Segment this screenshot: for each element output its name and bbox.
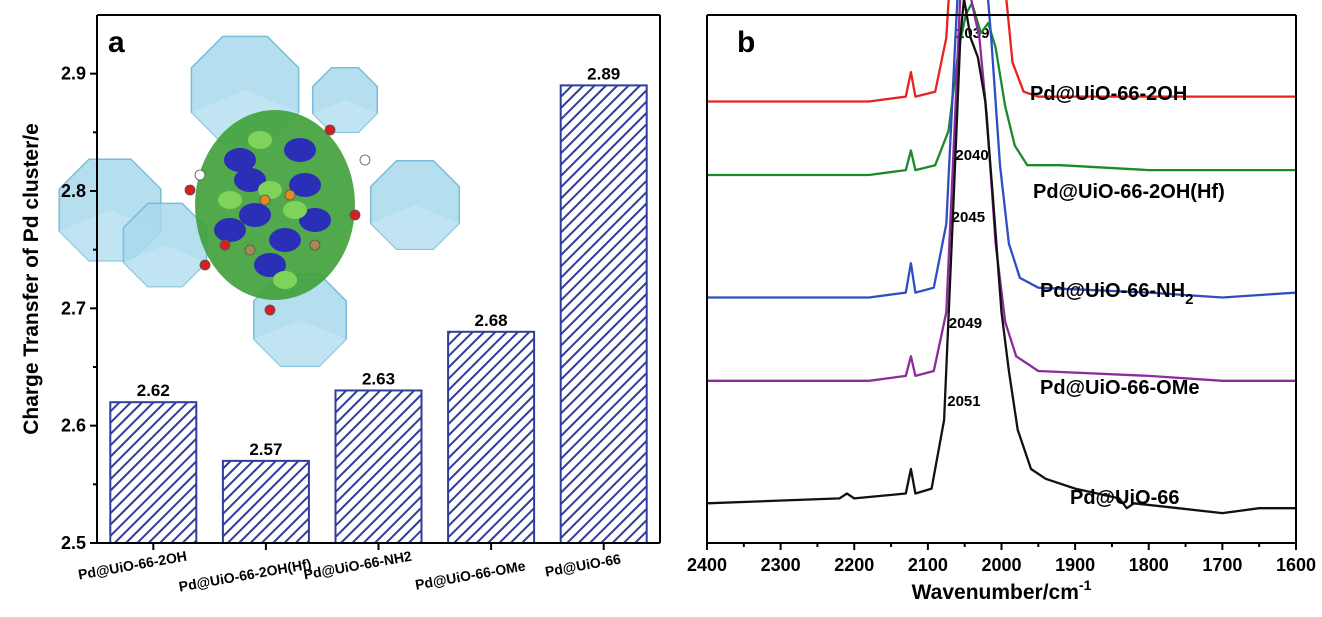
bar-pd-uio-66-nh2	[334, 389, 423, 545]
bar-value-label: 2.63	[362, 369, 395, 388]
spectrum-pd-uio-66	[706, 0, 1296, 515]
inset-atom	[219, 239, 231, 251]
inset-atom	[349, 209, 361, 221]
x-tick-label: 1700	[1202, 555, 1242, 575]
y-tick-label: 2.8	[61, 181, 86, 201]
x-tick-label-pd-uio-66-ome: Pd@UiO-66-OMe	[414, 557, 527, 592]
bar-value-label: 2.62	[137, 381, 170, 400]
inset-polyhedron-face	[253, 320, 347, 367]
panel-b-x-axis-title: Wavenumber/cm-1	[912, 577, 1092, 604]
inset-structure-image	[58, 35, 461, 367]
peak-label-2045: 2045	[952, 209, 985, 226]
inset-isosurface-blue	[224, 148, 256, 172]
panel-b-traces: 2039 Pd@UiO-66-2OH 2040 Pd@UiO-66-2OH(Hf) 20…	[706, 0, 1297, 515]
panel-b: b 2039 Pd@UiO-66-2OH 2040 Pd@UiO-66-2OH(Hf)…	[687, 0, 1316, 604]
bar-value-label: 2.68	[475, 311, 508, 330]
x-tick-label: 1900	[1055, 555, 1095, 575]
panel-a-letter: a	[108, 26, 125, 59]
peak-label-2049: 2049	[949, 315, 982, 332]
inset-isosurface-blue	[214, 218, 246, 242]
trace-label-pd-uio-66-nh2: Pd@UiO-66-NH2	[1040, 280, 1193, 308]
x-tick-label: 2000	[981, 555, 1021, 575]
trace-label-pd-uio-66: Pd@UiO-66	[1070, 487, 1180, 509]
trace-label-pd-uio-66-ome: Pd@UiO-66-OMe	[1040, 377, 1200, 399]
inset-isosurface-blue	[289, 173, 321, 197]
bar-pd-uio-66	[559, 84, 648, 545]
panel-b-axes: 2400 2300 2200 2100 2000 1900 1800 1700 1600	[687, 14, 1316, 575]
spectrum-pd-uio-66-2oh	[707, 0, 1296, 103]
panel-b-letter: b	[737, 26, 755, 59]
inset-isosurface-lightgreen	[283, 201, 307, 219]
panel-a-bars: 2.62 2.57 2.63 2.68 2.89	[109, 64, 648, 545]
inset-atom	[324, 124, 336, 136]
trace-label-pd-uio-66-2oh: Pd@UiO-66-2OH	[1030, 83, 1187, 105]
y-tick-label: 2.7	[61, 298, 86, 318]
inset-atom	[199, 259, 211, 271]
x-tick-label-pd-uio-66: Pd@UiO-66	[544, 551, 622, 580]
spectrum-pd-uio-66-2oh-hf	[707, 2, 1296, 177]
x-tick-label: 2100	[908, 555, 948, 575]
x-tick-label: 2300	[761, 555, 801, 575]
inset-polyhedron-face	[312, 100, 378, 133]
x-tick-label-pd-uio-66-2oh-hf: Pd@UiO-66-2OH(Hf)	[178, 556, 313, 595]
x-tick-label: 2400	[687, 555, 727, 575]
inset-atom	[284, 189, 296, 201]
x-tick-label: 1600	[1276, 555, 1316, 575]
inset-atom	[359, 154, 371, 166]
x-axis-title-superscript: -1	[1079, 577, 1092, 593]
inset-isosurface-blue	[299, 208, 331, 232]
peak-label-2039: 2039	[956, 25, 989, 42]
inset-isosurface-lightgreen	[248, 131, 272, 149]
inset-isosurface-blue	[269, 228, 301, 252]
inset-atom	[309, 239, 321, 251]
y-tick-label: 2.9	[61, 64, 86, 84]
inset-atom	[184, 184, 196, 196]
bar-pd-uio-66-2oh-hf	[221, 459, 310, 544]
bar-value-label: 2.89	[587, 64, 620, 83]
x-tick-label-pd-uio-66-2oh: Pd@UiO-66-2OH	[77, 548, 188, 583]
y-tick-label: 2.5	[61, 533, 86, 553]
x-axis-title-text: Wavenumber/cm	[912, 581, 1079, 604]
trace-label-text: Pd@UiO-66-NH	[1040, 280, 1185, 302]
peak-label-2051: 2051	[947, 393, 980, 410]
inset-isosurface-lightgreen	[273, 271, 297, 289]
inset-isosurface-blue	[234, 168, 266, 192]
inset-isosurface-blue	[254, 253, 286, 277]
inset-isosurface-blue	[239, 203, 271, 227]
inset-isosurface-blue	[284, 138, 316, 162]
panel-a: a Charge Transfer of Pd cluster/e 2.622.…	[20, 14, 661, 595]
inset-atom	[264, 304, 276, 316]
spectrum-pd-uio-66-nh2	[707, 0, 1297, 299]
spectrum-pd-uio-66-ome	[707, 0, 1296, 382]
peak-label-2040: 2040	[955, 147, 988, 164]
bar-pd-uio-66-2oh	[109, 401, 198, 545]
y-tick-label: 2.6	[61, 416, 86, 436]
inset-polyhedron-face	[370, 205, 460, 250]
trace-label-subscript: 2	[1185, 291, 1193, 308]
inset-isosurface-lightgreen	[258, 181, 282, 199]
x-tick-label: 2200	[834, 555, 874, 575]
inset-atom	[194, 169, 206, 181]
x-tick-label: 1800	[1129, 555, 1169, 575]
inset-isosurface-lightgreen	[218, 191, 242, 209]
inset-polyhedron-face	[123, 245, 207, 287]
inset-atom	[244, 244, 256, 256]
panel-a-y-axis-title: Charge Transfer of Pd cluster/e	[20, 123, 43, 435]
x-tick-label-pd-uio-66-nh2: Pd@UiO-66-NH2	[302, 548, 413, 583]
bar-value-label: 2.57	[249, 440, 282, 459]
inset-atom	[259, 194, 271, 206]
trace-label-pd-uio-66-2oh-hf: Pd@UiO-66-2OH(Hf)	[1033, 181, 1225, 203]
bar-pd-uio-66-ome	[447, 330, 536, 544]
